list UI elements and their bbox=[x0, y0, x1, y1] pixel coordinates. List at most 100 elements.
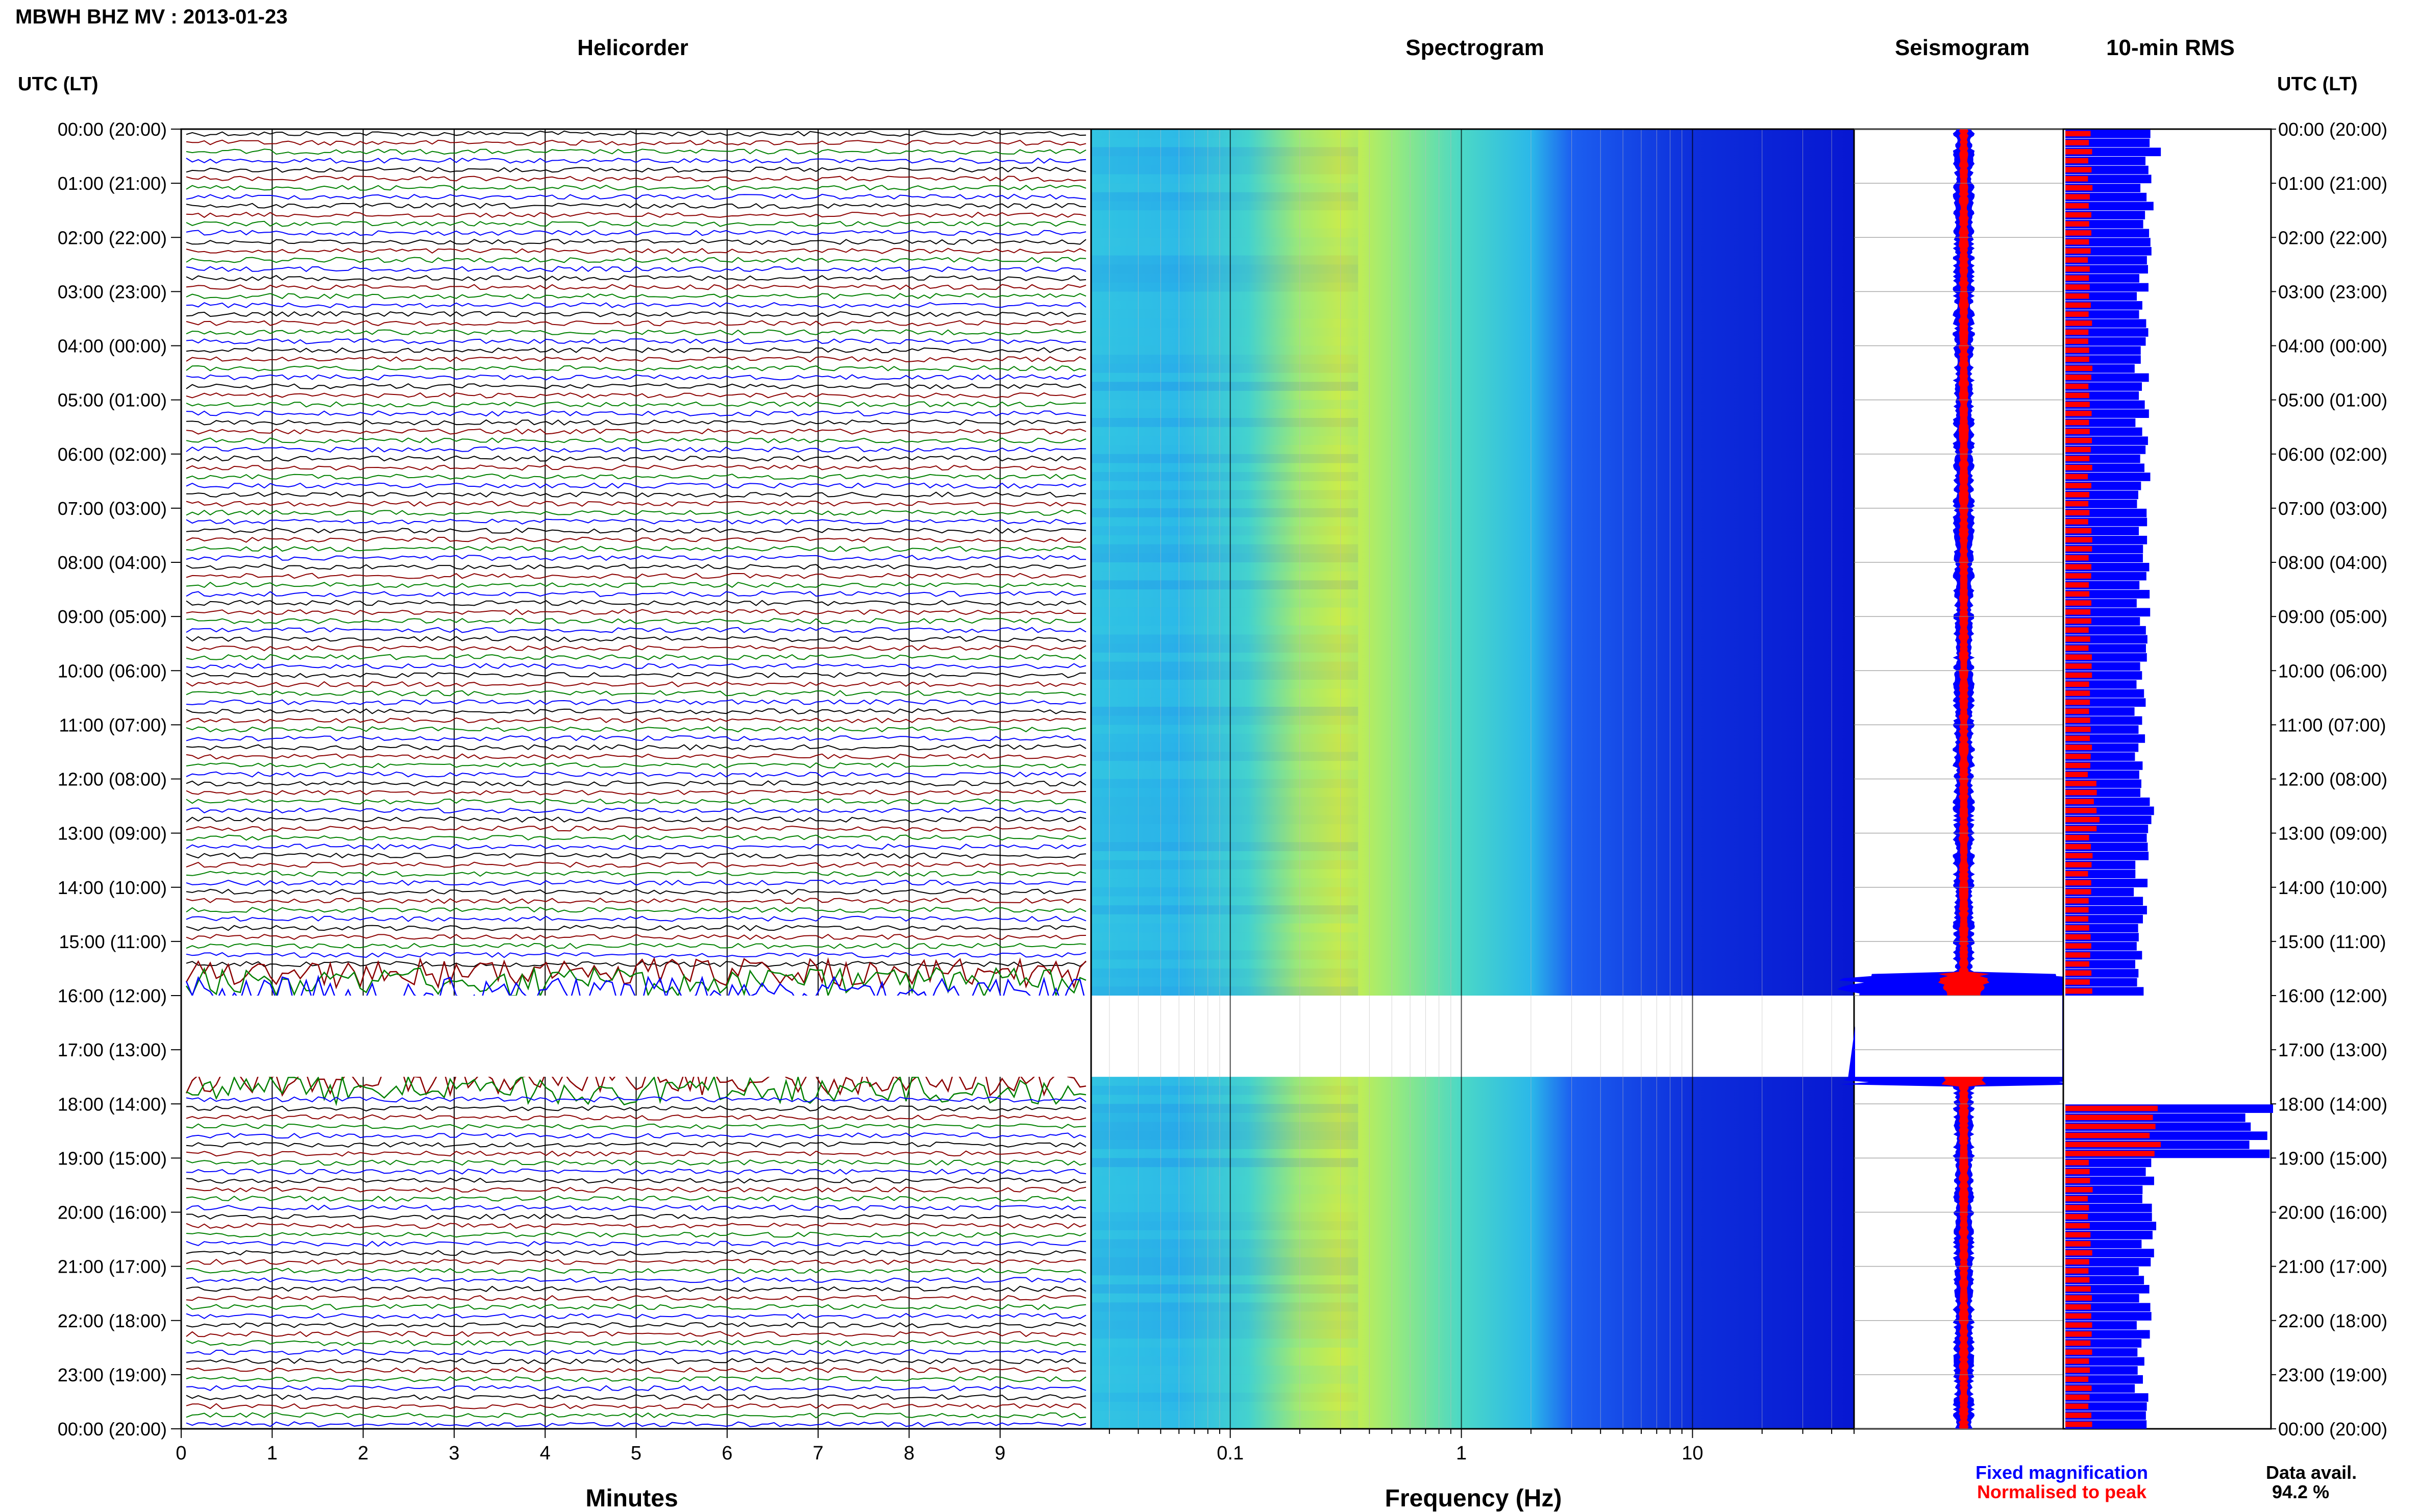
helicorder-trace bbox=[186, 203, 1087, 209]
rms-bar-normalised bbox=[2065, 140, 2089, 145]
time-tick-label-left: 03:00 (23:00) bbox=[58, 281, 167, 302]
rms-bar-normalised bbox=[2065, 148, 2092, 155]
time-tick-label-left: 18:00 (14:00) bbox=[58, 1094, 167, 1114]
spectrogram-row-texture bbox=[1091, 282, 1359, 292]
time-tick-label-right: 00:00 (20:00) bbox=[2278, 1419, 2387, 1440]
spectrogram-row-texture bbox=[1091, 183, 1359, 192]
spectrogram-row-texture bbox=[1091, 390, 1359, 400]
spectrogram-row-texture bbox=[1091, 264, 1359, 274]
rms-bar-normalised bbox=[2065, 645, 2089, 651]
rms-bar-normalised bbox=[2065, 862, 2092, 867]
spectrogram-heatmap bbox=[1091, 129, 1854, 1429]
helicorder-trace bbox=[186, 1394, 1087, 1400]
rms-bar-normalised bbox=[2065, 753, 2091, 759]
spectrogram-row-texture bbox=[1091, 1266, 1359, 1276]
rms-bar-normalised bbox=[2065, 726, 2091, 732]
helicorder-trace bbox=[186, 1258, 1087, 1265]
rms-bar-normalised bbox=[2065, 1331, 2092, 1337]
spectrogram-row-texture bbox=[1091, 815, 1359, 824]
frequency-axis-label: Frequency (Hz) bbox=[1385, 1485, 1562, 1512]
rms-bar-normalised bbox=[2065, 654, 2092, 660]
spectrogram-row-texture bbox=[1091, 1329, 1359, 1339]
rms-bar-normalised bbox=[2065, 844, 2091, 850]
helicorder-trace bbox=[186, 528, 1087, 534]
time-tick-label-left: 14:00 (10:00) bbox=[58, 877, 167, 898]
helicorder-trace bbox=[186, 482, 1087, 489]
minutes-tick-label: 1 bbox=[267, 1443, 278, 1464]
minutes-tick-label: 2 bbox=[358, 1443, 368, 1464]
helicorder-trace bbox=[186, 672, 1086, 679]
rms-bar-normalised bbox=[2065, 248, 2091, 254]
helicorder-trace bbox=[186, 220, 1087, 227]
spectrogram-row-texture bbox=[1091, 1203, 1359, 1212]
rms-bar-normalised bbox=[2065, 1241, 2091, 1247]
rms-bar-normalised bbox=[2065, 681, 2089, 687]
time-tick-label-right: 11:00 (07:00) bbox=[2278, 714, 2386, 735]
helicorder-trace bbox=[186, 410, 1087, 417]
rms-bar-normalised bbox=[2065, 429, 2090, 434]
rms-bar-normalised bbox=[2065, 275, 2089, 281]
spectrogram-row-texture bbox=[1091, 1221, 1359, 1230]
spectrogram-row-texture bbox=[1091, 788, 1359, 797]
helicorder-trace bbox=[186, 636, 1087, 642]
frequency-tick-label: 1 bbox=[1456, 1443, 1467, 1464]
helicorder-trace bbox=[186, 239, 1087, 245]
spectrogram-row-texture bbox=[1091, 228, 1359, 238]
time-axis-left: 00:00 (20:00) 01:00 (21:00) 02:00 (22:00) 0… bbox=[58, 119, 181, 1440]
spectrogram-row-texture bbox=[1091, 580, 1359, 590]
spectrogram-row-texture bbox=[1091, 472, 1359, 481]
rms-bar-normalised bbox=[2065, 1205, 2089, 1210]
spectrogram-row-texture bbox=[1091, 643, 1359, 653]
rms-bar-normalised bbox=[2065, 1340, 2091, 1346]
helicorder-trace bbox=[186, 257, 1087, 263]
rms-bar-normalised bbox=[2065, 1421, 2092, 1427]
helicorder-trace bbox=[185, 957, 1087, 989]
rms-bar-normalised bbox=[2065, 835, 2089, 840]
helicorder-trace bbox=[186, 338, 1087, 344]
rms-bar-normalised bbox=[2065, 582, 2089, 588]
spectrogram-row-texture bbox=[1091, 1293, 1359, 1303]
spectrogram-row-texture bbox=[1091, 463, 1359, 473]
helicorder-trace bbox=[186, 1403, 1087, 1409]
minutes-tick-label: 0 bbox=[176, 1443, 186, 1464]
spectrogram-row-texture bbox=[1091, 1077, 1359, 1086]
spectrogram-row-texture bbox=[1091, 1257, 1359, 1267]
spectrogram-row-texture bbox=[1091, 616, 1359, 626]
helicorder-trace bbox=[186, 392, 1087, 399]
helicorder-trace bbox=[186, 320, 1087, 327]
spectrogram-row-texture bbox=[1091, 634, 1359, 644]
spectrogram-row-texture bbox=[1091, 1401, 1359, 1411]
helicorder-trace bbox=[186, 464, 1087, 471]
frequency-tick-label: 10 bbox=[1682, 1443, 1703, 1464]
rms-bar-normalised bbox=[2065, 708, 2089, 714]
helicorder-trace bbox=[186, 1412, 1087, 1419]
helicorder-trace bbox=[186, 518, 1087, 525]
spectrogram-row-texture bbox=[1091, 571, 1359, 581]
rms-bar-normalised bbox=[2065, 410, 2092, 416]
helicorder-trace bbox=[186, 374, 1087, 381]
rms-bar-normalised bbox=[2065, 1259, 2089, 1265]
spectrogram-row-texture bbox=[1091, 192, 1359, 202]
helicorder-trace bbox=[186, 1268, 1087, 1274]
helicorder-trace bbox=[186, 211, 1087, 218]
time-tick-label-right: 21:00 (17:00) bbox=[2278, 1256, 2387, 1277]
helicorder-trace bbox=[186, 708, 1087, 715]
helicorder-trace bbox=[186, 1222, 1087, 1229]
spectrogram-row-texture bbox=[1091, 959, 1359, 969]
helicorder-trace bbox=[186, 617, 1087, 624]
spectrogram-row-texture bbox=[1091, 165, 1359, 175]
helicorder-trace bbox=[186, 744, 1087, 751]
spectrogram-row-texture bbox=[1091, 490, 1359, 500]
rms-bar-normalised bbox=[2065, 1349, 2092, 1355]
helicorder-trace bbox=[186, 1123, 1087, 1130]
minutes-tick-label: 8 bbox=[904, 1443, 915, 1464]
spectrogram-row-texture bbox=[1091, 806, 1359, 815]
rms-bar-normalised bbox=[2065, 356, 2089, 362]
helicorder-trace bbox=[186, 1186, 1087, 1193]
helicorder-trace bbox=[186, 1213, 1087, 1220]
spectrogram-row-texture bbox=[1091, 761, 1359, 770]
spectrogram-panel bbox=[1090, 128, 1855, 1430]
helicorder-trace bbox=[186, 356, 1087, 363]
helicorder-trace bbox=[186, 230, 1087, 236]
helicorder-panel bbox=[180, 128, 1092, 1430]
